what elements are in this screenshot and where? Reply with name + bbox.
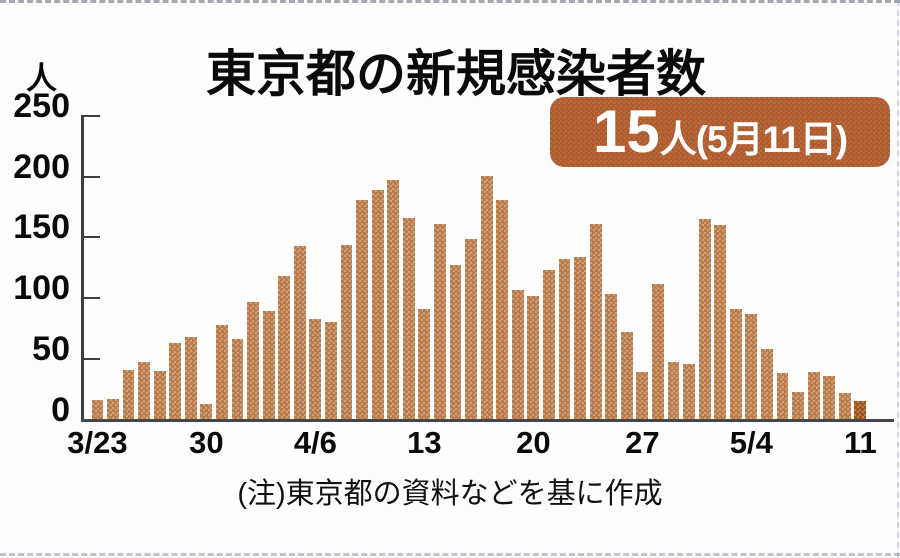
- bar-4/26: [620, 332, 633, 420]
- y-tick-mark: [81, 357, 100, 360]
- bar-4/11: [387, 180, 400, 420]
- bar-4/23: [574, 256, 586, 420]
- bar-5/9: [823, 375, 836, 420]
- bar-4/10: [371, 190, 384, 420]
- x-tick-label: 11: [843, 425, 877, 460]
- source-note: (注)東京都の資料などを基に作成: [237, 478, 663, 510]
- y-tick-label: 150: [13, 208, 70, 247]
- x-tick-label: 4/6: [293, 425, 337, 460]
- bar-5/10: [838, 392, 851, 420]
- bar-5/8: [807, 372, 820, 420]
- bar-4/19: [511, 289, 524, 420]
- x-tick-label: 5/4: [729, 425, 773, 460]
- bar-4/5: [293, 245, 306, 420]
- y-tick-label: 100: [13, 269, 70, 308]
- bar-3/23: [91, 400, 104, 420]
- bar-4/4: [278, 276, 291, 420]
- bar-4/15: [449, 265, 462, 420]
- bar-4/8: [340, 244, 353, 420]
- bar-3/25: [122, 369, 135, 420]
- y-tick-label: 50: [32, 329, 70, 368]
- bar-4/1: [231, 339, 244, 420]
- bar-5/2: [714, 225, 727, 420]
- latest-value-badge: 15 人(5月11日): [550, 97, 890, 167]
- y-tick-mark: [81, 115, 100, 118]
- latest-value: 15: [592, 98, 660, 165]
- bar-4/3: [262, 311, 275, 420]
- y-tick-mark: [81, 236, 100, 239]
- bar-3/28: [169, 343, 182, 420]
- bar-3/31: [216, 324, 228, 420]
- y-axis-line: [81, 116, 84, 422]
- y-tick-mark: [81, 175, 100, 178]
- y-tick-label: 250: [13, 87, 70, 126]
- bar-3/26: [138, 362, 150, 420]
- bar-3/30: [200, 403, 213, 420]
- chart-title: 東京都の新規感染者数: [206, 46, 706, 102]
- x-tick-label: 3/23: [67, 425, 128, 460]
- bar-4/6: [309, 318, 322, 420]
- bar-3/29: [184, 336, 197, 420]
- y-axis-unit-label: 人: [26, 61, 57, 96]
- clip-edge-bottom: [0, 553, 900, 556]
- latest-value-unit-date: 人(5月11日): [659, 119, 848, 160]
- bar-5/5: [761, 349, 773, 420]
- clip-edge-top: [0, 0, 900, 3]
- bar-3/24: [107, 398, 119, 420]
- bar-4/28: [652, 283, 664, 420]
- y-tick-label: 0: [51, 390, 70, 429]
- bar-4/22: [558, 259, 571, 420]
- bar-4/30: [683, 363, 695, 420]
- bar-4/14: [434, 224, 446, 420]
- x-axis-baseline: [81, 419, 894, 422]
- bar-4/21: [543, 270, 555, 420]
- bar-4/24: [589, 224, 602, 420]
- bar-5/7: [792, 391, 804, 420]
- bar-4/9: [356, 199, 368, 420]
- bar-5/6: [776, 373, 789, 420]
- x-tick-label: 13: [407, 425, 442, 460]
- bar-4/12: [402, 218, 415, 420]
- bar-4/27: [636, 372, 649, 420]
- x-tick-label: 30: [189, 425, 224, 460]
- bar-4/13: [418, 309, 431, 420]
- bar-4/17: [480, 175, 493, 420]
- x-tick-label: 20: [516, 425, 551, 460]
- bar-5/4: [745, 313, 758, 420]
- bar-4/16: [465, 238, 477, 420]
- bar-3/27: [153, 370, 166, 420]
- bar-5/1: [698, 219, 711, 420]
- y-tick-mark: [81, 297, 100, 300]
- bar-4/25: [605, 294, 618, 420]
- bar-4/29: [667, 362, 680, 420]
- bar-4/2: [247, 301, 259, 420]
- bar-4/18: [496, 199, 509, 420]
- bar-4/20: [527, 295, 540, 420]
- bar-5/11: [854, 401, 867, 420]
- bar-4/7: [325, 322, 337, 420]
- x-tick-label: 27: [625, 425, 660, 460]
- y-tick-label: 200: [13, 147, 70, 186]
- bar-5/3: [729, 309, 742, 420]
